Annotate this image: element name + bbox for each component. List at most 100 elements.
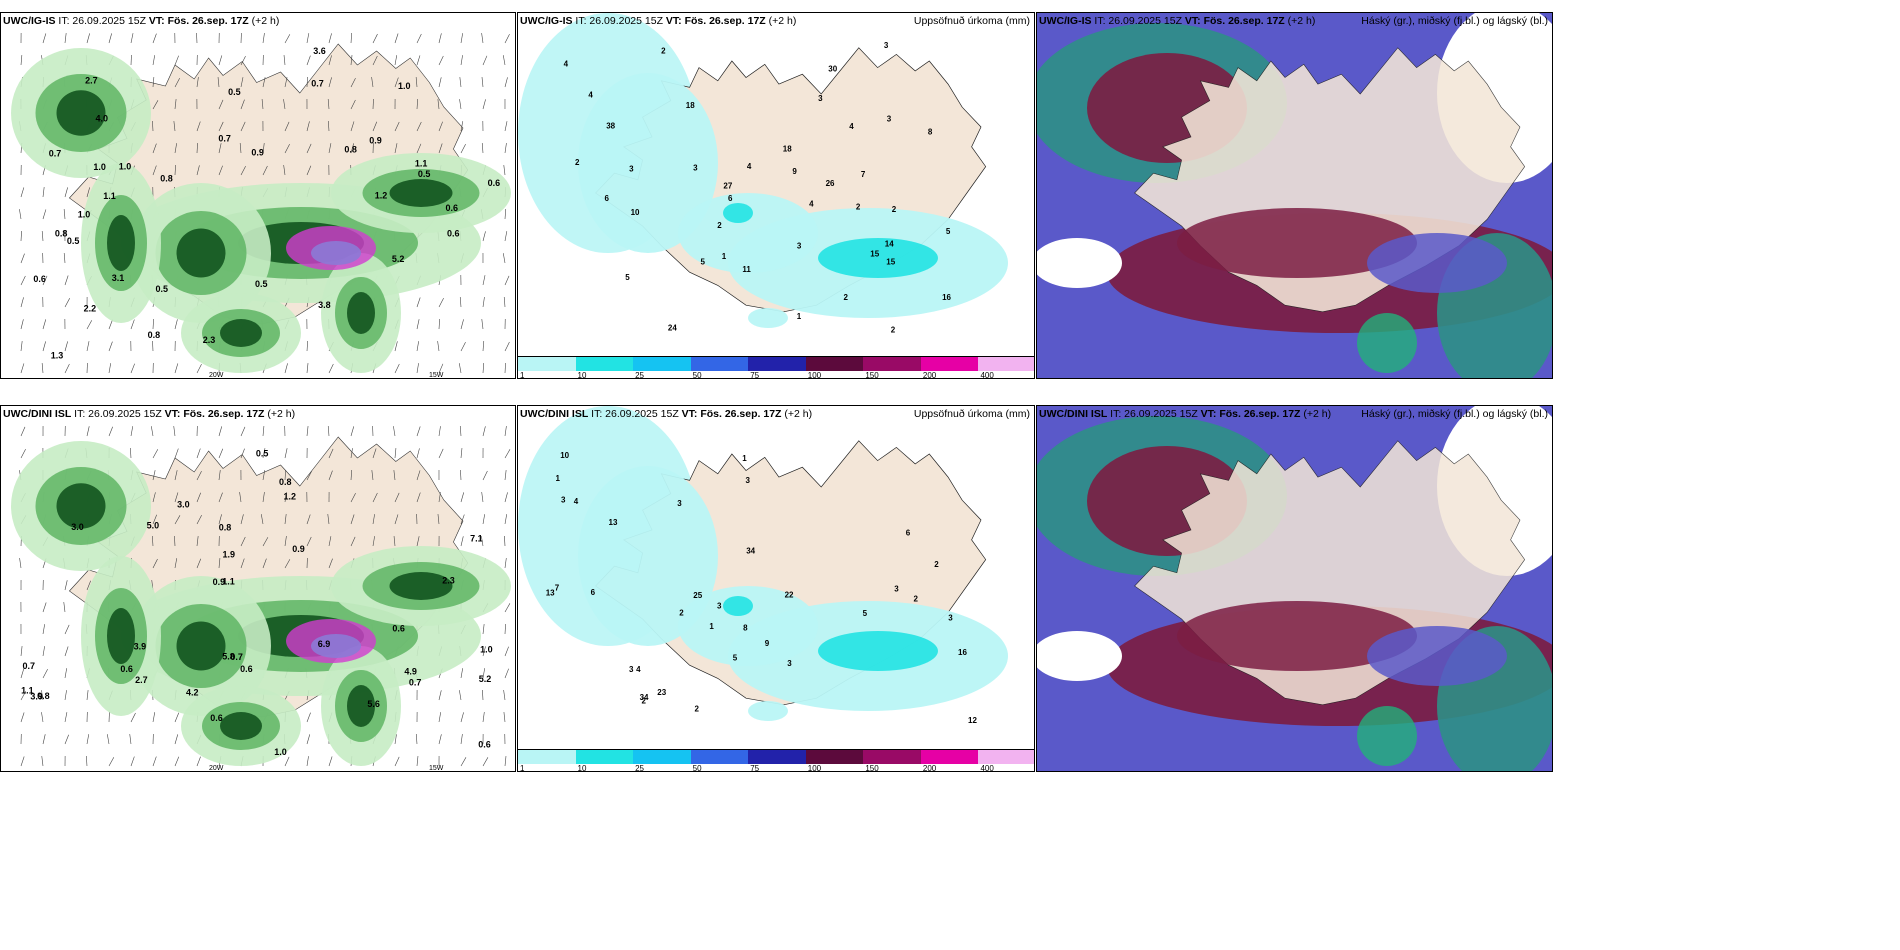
wind-barb <box>459 297 462 308</box>
lon-label: 15W <box>429 372 444 379</box>
wind-barb <box>64 712 68 723</box>
wind-barb <box>41 231 44 242</box>
wind-barb <box>371 77 374 88</box>
wind-barb <box>328 77 332 88</box>
wind-barb <box>174 492 179 503</box>
colorbar-tick-label: 400 <box>980 371 994 379</box>
precip-value-label: 2 <box>914 595 919 604</box>
precip-value-label: 0.6 <box>478 740 491 750</box>
precip-value-label: 5 <box>625 273 630 282</box>
precip-area-heavy <box>347 292 375 334</box>
colorbar-tick-label: 50 <box>692 764 702 772</box>
wind-barb <box>350 492 356 503</box>
wind-barb <box>196 142 198 154</box>
colorbar-tick-label: 100 <box>807 371 822 379</box>
precip-value-label: 0.7 <box>23 661 36 671</box>
wind-barb <box>240 166 246 176</box>
wind-barb <box>482 55 488 66</box>
wind-barb <box>438 143 443 154</box>
precip-value-label: 0.6 <box>33 274 46 284</box>
wind-barb <box>372 121 378 132</box>
precip-value-label: 14 <box>885 240 894 249</box>
wind-barb <box>350 426 355 437</box>
precip-value-label: 0.9 <box>369 136 382 146</box>
wind-barb <box>327 121 330 132</box>
wind-barb <box>416 33 422 44</box>
wind-barb <box>482 99 486 110</box>
wind-barb <box>173 426 176 437</box>
precip-value-label: 13 <box>609 518 618 527</box>
wind-barb <box>503 712 506 723</box>
precip-value-label: 3 <box>894 584 899 593</box>
wind-barb <box>20 691 27 701</box>
colorbar-tick-label: 1 <box>520 371 525 379</box>
wind-barb <box>64 624 70 635</box>
wind-barb <box>306 514 311 525</box>
colorbar-swatch <box>863 750 922 764</box>
wind-barb <box>482 646 486 657</box>
precip-value-label: 38 <box>606 121 615 130</box>
precip-value-label: 6.9 <box>318 639 331 649</box>
colorbar-swatch <box>920 750 980 764</box>
wind-barb <box>504 33 510 44</box>
precip-value-label: 24 <box>668 324 677 333</box>
wind-barb <box>42 602 47 613</box>
wind-barb <box>108 319 113 330</box>
wind-barb <box>42 734 46 745</box>
precip-value-label: 1.1 <box>21 685 34 695</box>
precip-value-label: 1.0 <box>78 210 91 220</box>
precip-colorbar: 1 10 25 50 75 100 150 200 400 <box>518 749 1034 771</box>
precip-area-heavy <box>107 215 135 271</box>
precip-value-label: 0.6 <box>210 713 223 723</box>
precip-value-label: 4 <box>636 665 641 674</box>
colorbar-swatch <box>748 750 807 764</box>
wind-barb <box>416 536 420 547</box>
precip-value-label: 8 <box>743 623 748 632</box>
precip-value-label: 2 <box>642 697 647 706</box>
wind-barb <box>481 536 484 547</box>
wind-barb <box>460 469 462 481</box>
wind-barb <box>64 580 68 591</box>
wind-barb <box>196 77 199 88</box>
wind-barb <box>152 470 156 481</box>
precip-value-label: 7.1 <box>470 534 483 544</box>
precip-area-low <box>578 466 718 646</box>
precip-value-label: 0.5 <box>228 87 241 97</box>
precip-area-heavy <box>220 712 262 740</box>
precip-area-low <box>578 73 718 253</box>
wind-barb <box>20 756 25 767</box>
wind-precip-map: 20W 15W 0.6 0.7 1.0 0.8 3.0 5.0 5.2 1.1 0.7 0.5 0.9 5… <box>1 406 515 771</box>
precip-value-label: 0.8 <box>160 174 173 184</box>
wind-barb <box>504 514 508 525</box>
wind-barb <box>460 319 464 330</box>
wind-barb <box>20 363 25 374</box>
wind-barb <box>86 580 91 591</box>
wind-barb <box>460 536 464 547</box>
wind-barb <box>350 99 356 110</box>
precip-value-label: 3 <box>787 659 792 668</box>
precip-value-label: 9 <box>792 167 797 176</box>
wind-barb <box>174 536 176 547</box>
precip-value-label: 0.8 <box>279 477 292 487</box>
precip-value-label: 1.2 <box>284 492 297 502</box>
wind-barb <box>393 536 396 547</box>
wind-barb <box>20 426 26 437</box>
precip-value-label: 0.5 <box>156 284 169 294</box>
wind-barb <box>306 536 312 547</box>
wind-barb <box>372 448 377 459</box>
wind-barb <box>262 165 268 176</box>
wind-barb <box>240 558 245 569</box>
wind-barb <box>42 187 45 198</box>
wind-barb <box>86 690 89 701</box>
wind-barb <box>306 55 311 66</box>
precip-value-label: 2.7 <box>85 75 98 85</box>
wind-barb <box>482 231 486 242</box>
precip-title: Uppsöfnuð úrkoma (mm) <box>913 408 1030 420</box>
wind-barb <box>20 253 25 264</box>
wind-barb <box>394 756 400 767</box>
cloud-title: Háský (gr.), miðský (fj.bl.) og lágský (… <box>1361 408 1548 420</box>
precip-value-label: 27 <box>723 181 732 190</box>
precip-area-heavy <box>56 90 106 136</box>
wind-barb <box>502 253 506 264</box>
wind-barb <box>42 669 48 679</box>
